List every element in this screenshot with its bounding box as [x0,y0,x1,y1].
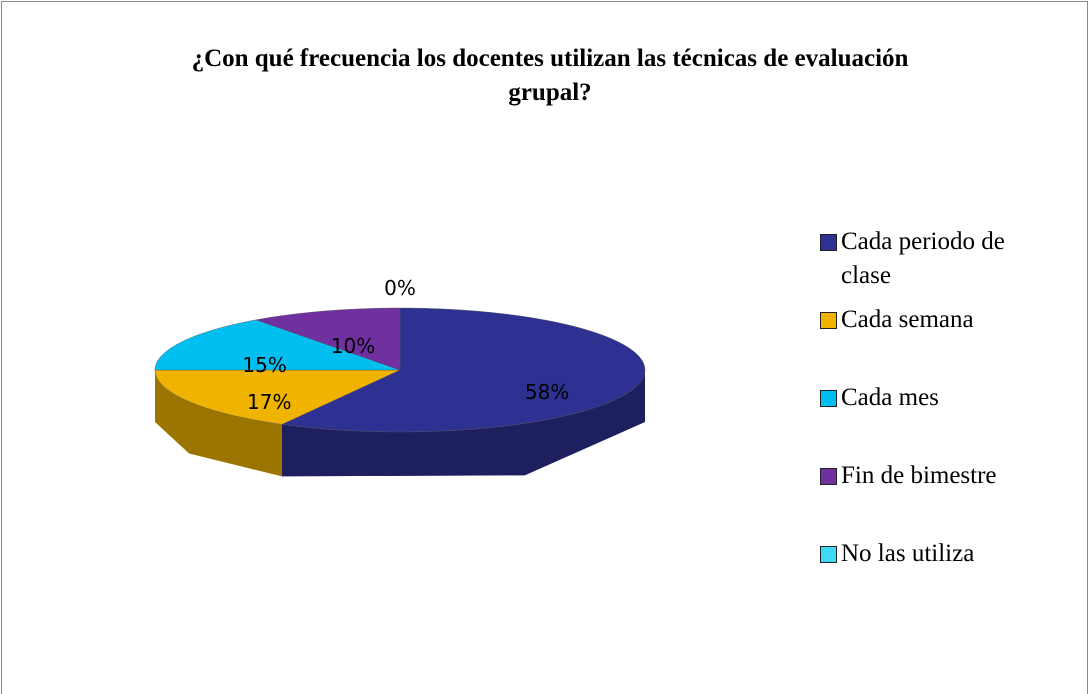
legend-item: Cada periodo de clase [820,225,1060,293]
data-label: 58% [525,380,569,404]
data-label: 15% [242,353,286,377]
legend-label: No las utiliza [841,540,975,567]
legend-swatch [820,234,837,251]
legend-swatch [820,546,837,563]
legend-item: Fin de bimestre [820,459,1060,493]
pie-slice [154,369,401,425]
legend-label: Cada semana [841,306,974,333]
pie-slice [154,319,401,371]
data-label: 0% [384,276,416,300]
legend-label: Cada periodo de clase [841,228,1005,289]
legend-swatch [820,468,837,485]
pie-slice [255,307,401,371]
legend-item: Cada semana [820,303,1060,337]
chart-title: ¿Con qué frecuencia los docentes utiliza… [191,45,909,106]
pie-side-shade [281,370,645,477]
legend-label: Fin de bimestre [841,462,997,489]
legend-item: Cada mes [820,381,1060,415]
pie-side [155,370,282,477]
legend-item: No las utiliza [820,537,1060,571]
legend-swatch [820,312,837,329]
data-label: 17% [247,390,291,414]
pie-slice [281,307,646,433]
pie-side-shade [155,370,282,477]
data-label: 10% [331,334,375,358]
legend-swatch [820,390,837,407]
legend-label: Cada mes [841,384,939,411]
pie-side [281,370,645,477]
